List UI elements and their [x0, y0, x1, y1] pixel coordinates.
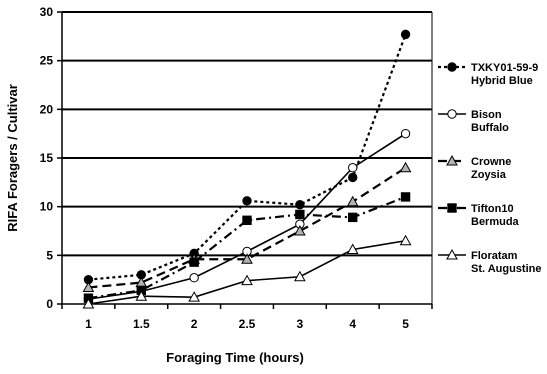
legend-label: Hybrid Blue: [471, 75, 533, 87]
x-tick-label: 5: [402, 317, 409, 331]
data-point: [242, 215, 252, 225]
data-point: [135, 290, 148, 301]
y-tick-label: 30: [40, 5, 54, 19]
y-tick-label: 15: [40, 151, 54, 165]
data-point: [295, 209, 305, 220]
data-point: [348, 172, 358, 183]
data-point: [400, 29, 411, 40]
data-point: [242, 196, 252, 206]
data-point: [348, 212, 358, 223]
data-point: [447, 62, 457, 72]
y-tick-label: 5: [46, 248, 53, 262]
axes: [57, 11, 433, 309]
x-axis-title: Foraging Time (hours): [166, 350, 304, 365]
data-point: [348, 163, 358, 173]
data-point: [241, 253, 253, 264]
legend-label: Crowne: [471, 156, 511, 168]
x-tick-label: 1.5: [133, 317, 150, 331]
data-point: [294, 224, 306, 236]
data-point: [189, 257, 199, 267]
series-line: [88, 166, 407, 289]
x-tick-label: 2: [191, 317, 198, 331]
y-tick-label: 20: [40, 102, 54, 116]
x-tick-label: 4: [349, 317, 356, 331]
legend-label: Zoysia: [471, 169, 507, 181]
data-point: [82, 281, 95, 292]
x-tick-label: 2.5: [239, 317, 256, 331]
data-point: [294, 270, 306, 282]
y-tick-label: 10: [40, 200, 54, 214]
legend-label: Tifton10: [471, 203, 514, 215]
data-point: [446, 248, 458, 260]
y-tick-label: 0: [46, 297, 53, 311]
y-tick-labels: 0 5 10 15 20 25 30: [40, 5, 54, 311]
data-point: [399, 234, 412, 246]
data-point: [447, 203, 457, 213]
data-point: [241, 274, 253, 286]
data-point: [189, 273, 199, 283]
data-point: [295, 200, 305, 210]
legend-label: TXKY01-59-9: [471, 62, 538, 74]
data-point: [400, 128, 411, 139]
data-point: [399, 161, 412, 173]
data-point: [446, 154, 458, 166]
x-tick-labels: 1 1.5 2 2.5 3 4 5: [85, 317, 409, 331]
legend-label: Floratam: [471, 250, 518, 262]
y-tick-label: 25: [40, 54, 54, 68]
y-axis-title: RIFA Foragers / Cultivar: [5, 84, 20, 232]
series-group: [82, 29, 412, 309]
x-tick-label: 3: [297, 317, 304, 331]
data-point: [346, 243, 359, 254]
legend-label: St. Augustine: [471, 263, 541, 275]
data-point: [400, 192, 411, 202]
data-point: [188, 291, 200, 302]
legend-label: Buffalo: [471, 122, 509, 134]
data-point: [82, 297, 95, 309]
data-point: [447, 109, 457, 119]
series-3: [82, 161, 412, 292]
x-tick-label: 1: [85, 317, 92, 331]
legend-label: Bison: [471, 109, 502, 121]
series-5: [82, 234, 412, 309]
gridlines: [62, 11, 432, 257]
data-point: [346, 195, 359, 207]
legend-label: Bermuda: [471, 216, 520, 228]
